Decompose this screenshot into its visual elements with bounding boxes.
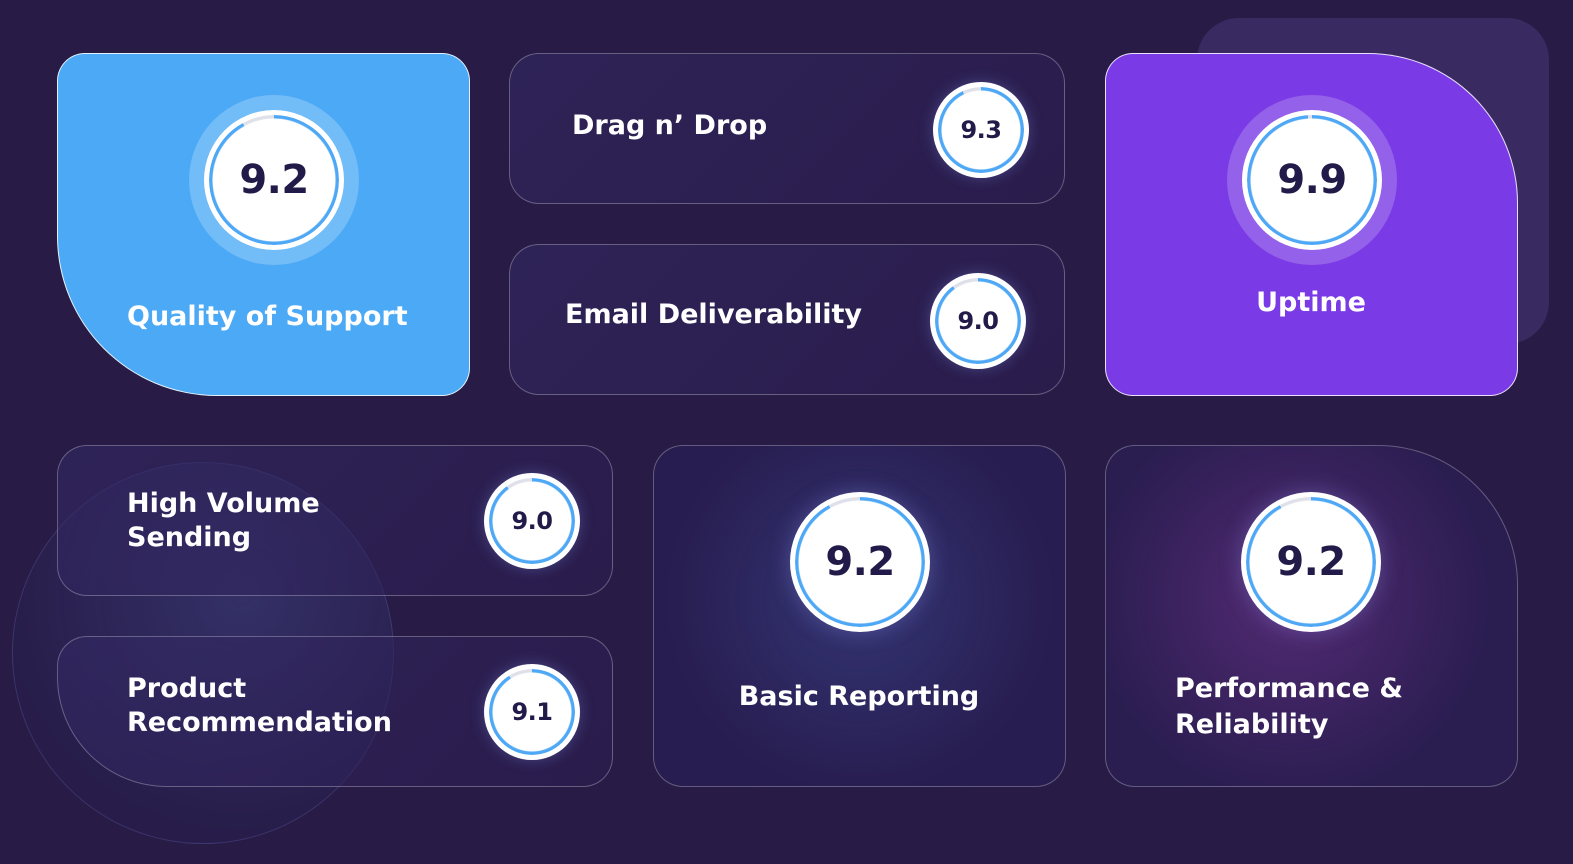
score-badge: 9.2 xyxy=(204,110,344,250)
score-badge: 9.9 xyxy=(1242,110,1382,250)
score-value: 9.0 xyxy=(957,307,999,335)
score-ring-icon xyxy=(489,478,575,564)
card-label: Uptime xyxy=(1256,287,1366,318)
rating-card-high-volume-sending: High Volume Sending 9.0 xyxy=(57,445,613,596)
card-label-line2: Sending xyxy=(127,522,252,553)
card-label-line2: Recommendation xyxy=(127,707,392,738)
score-value: 9.9 xyxy=(1277,157,1347,203)
score-badge: 9.2 xyxy=(1241,492,1381,632)
score-value: 9.1 xyxy=(511,698,553,726)
score-value: 9.2 xyxy=(239,157,309,203)
card-label: Drag n’ Drop xyxy=(572,110,768,141)
rating-card-product-recommendation: Product Recommendation 9.1 xyxy=(57,636,613,787)
score-badge: 9.0 xyxy=(484,473,580,569)
score-value: 9.0 xyxy=(511,507,553,535)
card-label: Email Deliverability xyxy=(565,299,862,330)
card-label-line1: Product xyxy=(127,673,247,704)
rating-card-performance-reliability: 9.2 Performance & Reliability xyxy=(1105,445,1518,787)
card-label: Quality of Support xyxy=(127,301,408,332)
score-ring-icon xyxy=(489,669,575,755)
card-label-line2: Reliability xyxy=(1175,709,1329,740)
score-badge: 9.3 xyxy=(933,82,1029,178)
score-value: 9.2 xyxy=(1276,539,1346,585)
score-ring-icon xyxy=(1246,497,1376,627)
score-ring-icon xyxy=(938,87,1024,173)
score-ring-icon xyxy=(1247,115,1377,245)
card-label-line1: Performance & xyxy=(1175,673,1403,704)
rating-card-basic-reporting: 9.2 Basic Reporting xyxy=(653,445,1066,787)
score-ring-icon xyxy=(795,497,925,627)
score-badge: 9.2 xyxy=(790,492,930,632)
score-badge: 9.0 xyxy=(930,273,1026,369)
score-value: 9.2 xyxy=(825,539,895,585)
rating-card-drag-n-drop: Drag n’ Drop 9.3 xyxy=(509,53,1065,204)
score-ring-icon xyxy=(209,115,339,245)
rating-card-uptime: 9.9 Uptime xyxy=(1105,53,1518,396)
rating-card-email-deliverability: Email Deliverability 9.0 xyxy=(509,244,1065,395)
score-value: 9.3 xyxy=(960,116,1002,144)
score-badge: 9.1 xyxy=(484,664,580,760)
card-label: Basic Reporting xyxy=(738,681,980,712)
rating-card-quality-of-support: 9.2 Quality of Support xyxy=(57,53,470,396)
score-ring-icon xyxy=(935,278,1021,364)
card-label-line1: High Volume xyxy=(127,488,320,519)
